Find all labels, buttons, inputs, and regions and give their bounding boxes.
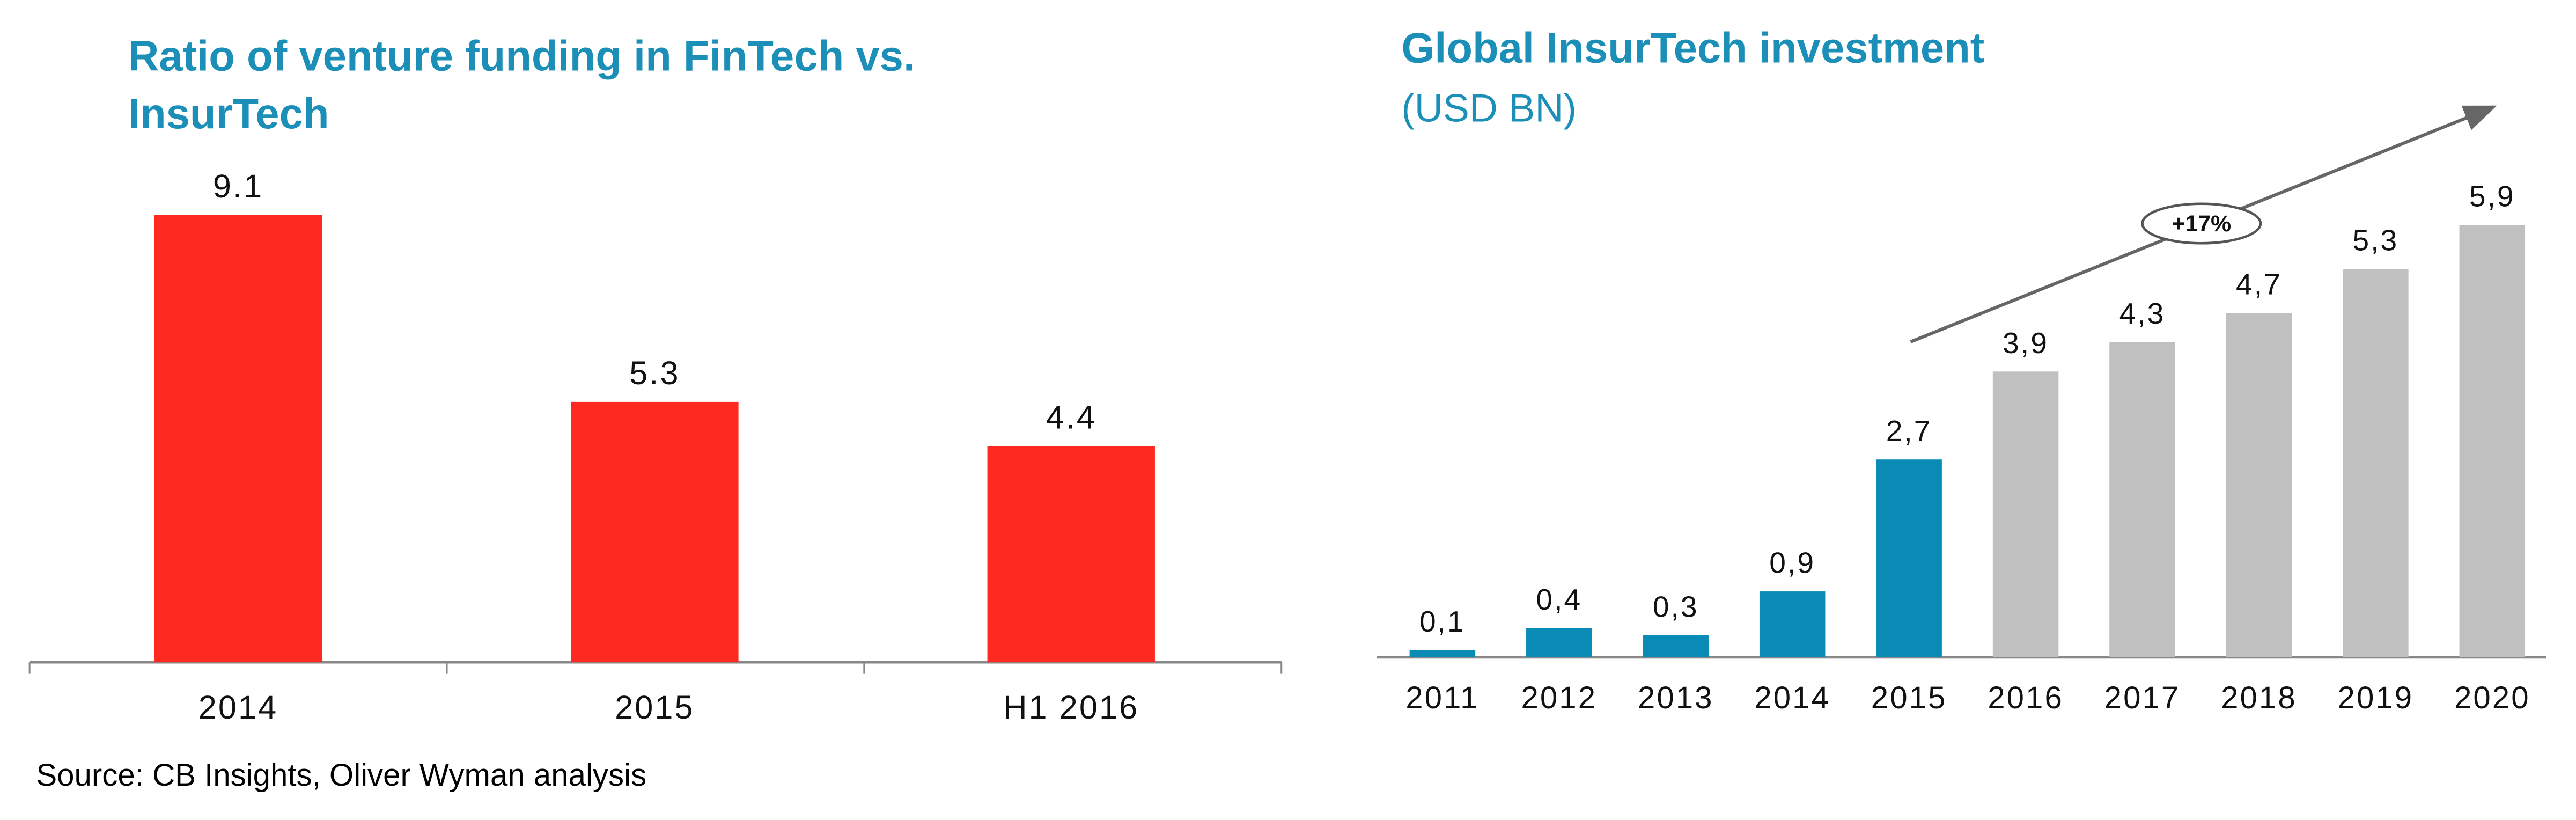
value-label: 3,9 xyxy=(2003,326,2049,360)
bar xyxy=(571,401,739,663)
value-label: 5.3 xyxy=(629,355,680,391)
value-label: 4.4 xyxy=(1046,399,1096,435)
bar xyxy=(1526,628,1592,657)
chart-subtitle: (USD BN) xyxy=(1401,87,1577,131)
x-tick-label: 2020 xyxy=(2454,680,2530,715)
bar xyxy=(154,215,322,663)
bar xyxy=(1759,591,1826,657)
x-tick-label: 2019 xyxy=(2338,680,2414,715)
value-label: 9.1 xyxy=(213,168,263,204)
source-note: Source: CB Insights, Oliver Wyman analys… xyxy=(36,759,647,794)
x-tick-label: 2011 xyxy=(1405,680,1479,715)
value-label: 4,7 xyxy=(2236,268,2282,301)
x-tick-label: 2015 xyxy=(615,689,695,726)
bar xyxy=(2109,342,2175,657)
x-tick-label: 2012 xyxy=(1521,680,1597,715)
bar xyxy=(1409,650,1476,657)
bar xyxy=(2459,225,2526,657)
value-label: 0,9 xyxy=(1769,546,1815,580)
x-tick-label: 2017 xyxy=(2104,680,2181,715)
value-label: 4,3 xyxy=(2119,297,2166,330)
value-label: 0,1 xyxy=(1419,605,1466,638)
x-tick-label: 2016 xyxy=(1988,680,2064,715)
x-tick-label: 2018 xyxy=(2221,680,2297,715)
x-tick-label: 2015 xyxy=(1871,680,1947,715)
value-label: 2,7 xyxy=(1886,414,1932,448)
bar xyxy=(1643,635,1709,657)
x-tick-label: H1 2016 xyxy=(1003,689,1139,726)
bar xyxy=(1876,459,1942,657)
value-label: 0,3 xyxy=(1653,590,1699,624)
x-tick-label: 2014 xyxy=(1754,680,1830,715)
annotation: +17% xyxy=(2172,211,2231,237)
value-label: 0,4 xyxy=(1536,583,1582,616)
chart-title: Global InsurTech investment xyxy=(1401,23,1985,72)
bar xyxy=(2343,269,2409,657)
chart-title: Ratio of venture funding in FinTech vs. … xyxy=(128,31,916,138)
value-label: 5,9 xyxy=(2469,180,2515,213)
bar xyxy=(1992,371,2059,657)
annotation-ellipse xyxy=(2141,202,2262,245)
x-tick-label: 2013 xyxy=(1638,680,1714,715)
bar xyxy=(987,446,1155,663)
x-tick-label: 2014 xyxy=(198,689,278,726)
bar xyxy=(2226,313,2292,657)
value-label: 5,3 xyxy=(2352,224,2398,257)
